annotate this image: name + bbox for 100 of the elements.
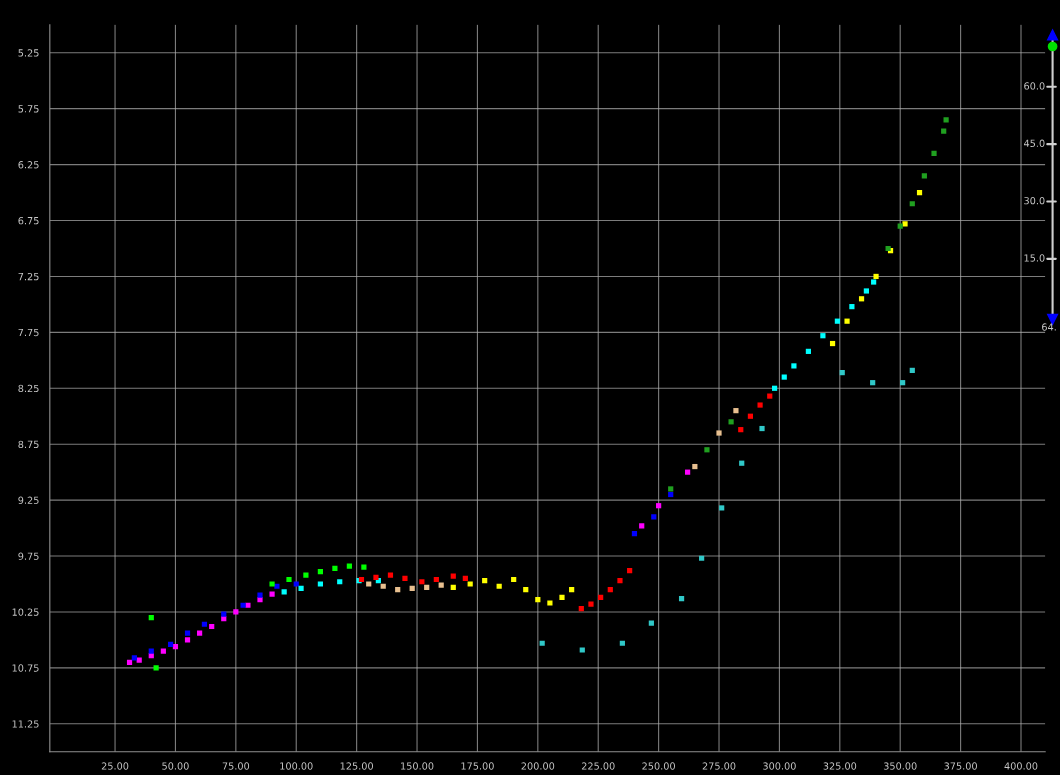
point: [733, 408, 739, 414]
x-tick-label: 250.00: [642, 762, 675, 770]
point: [820, 333, 826, 339]
point: [757, 402, 763, 408]
point: [160, 648, 166, 654]
point: [298, 585, 304, 592]
point: [496, 583, 502, 589]
x-tick-label: 275.00: [702, 762, 736, 770]
annotation: 30.0: [1024, 196, 1045, 205]
point: [578, 606, 584, 612]
point: [747, 413, 754, 419]
point: [849, 304, 855, 310]
point: [221, 611, 227, 617]
point: [184, 637, 191, 643]
y-tick-label: 5.75: [18, 105, 39, 113]
point: [617, 578, 623, 584]
y-tick-label: 10.25: [12, 608, 39, 616]
annotation: 64.: [1042, 323, 1056, 331]
point: [870, 380, 876, 386]
point: [648, 620, 654, 626]
point: [704, 447, 710, 453]
x-tick-label: 25.00: [101, 762, 129, 770]
point: [921, 173, 927, 179]
point: [153, 665, 159, 671]
point: [409, 585, 415, 592]
y-tick-label: 5.25: [18, 49, 39, 57]
point: [897, 223, 903, 229]
point: [197, 630, 203, 636]
point: [450, 573, 456, 579]
point: [943, 117, 949, 123]
point: [805, 348, 811, 354]
point: [293, 581, 299, 587]
point: [467, 581, 473, 587]
point: [728, 419, 734, 425]
point: [631, 531, 638, 537]
point: [902, 221, 908, 227]
point: [286, 576, 292, 583]
point: [873, 273, 879, 280]
point: [579, 647, 585, 653]
y-tick-label: 11.25: [12, 720, 39, 728]
point: [148, 614, 154, 621]
point: [373, 574, 379, 580]
y-tick-label: 7.25: [18, 272, 39, 281]
point: [916, 189, 923, 196]
point: [380, 583, 386, 589]
point: [900, 380, 906, 386]
point: [209, 623, 215, 630]
point: [668, 486, 674, 492]
point: [685, 469, 691, 475]
point: [361, 564, 367, 570]
point: [829, 340, 836, 347]
point: [588, 601, 594, 607]
x-tick-label: 225.00: [581, 762, 615, 770]
point: [269, 581, 275, 587]
point: [482, 578, 488, 584]
point: [547, 600, 553, 606]
point: [450, 584, 456, 590]
annotation: 45.0: [1023, 139, 1045, 147]
point: [168, 641, 174, 647]
point: [863, 288, 869, 294]
x-tick-label: 300.00: [763, 762, 796, 770]
point: [402, 575, 408, 581]
y-tick-label: 6.25: [18, 161, 39, 169]
y-tick-label: 9.25: [18, 496, 39, 504]
point: [148, 648, 154, 654]
point: [738, 427, 744, 433]
point: [759, 425, 765, 432]
point: [598, 594, 604, 601]
point: [909, 367, 915, 373]
y-tick-label: 9.75: [18, 552, 39, 560]
point: [619, 640, 625, 646]
point: [511, 576, 517, 583]
point: [668, 491, 674, 498]
point: [639, 523, 645, 529]
point: [269, 591, 275, 597]
point: [719, 505, 725, 511]
point: [419, 579, 425, 585]
point: [569, 586, 575, 593]
point: [337, 579, 343, 585]
point: [834, 318, 840, 324]
point: [240, 602, 246, 608]
point: [607, 586, 613, 593]
point: [839, 370, 845, 376]
x-tick-label: 100.00: [280, 762, 313, 770]
point: [438, 582, 444, 588]
point: [332, 565, 338, 571]
y-tick-label: 7.75: [18, 328, 39, 337]
point: [245, 602, 251, 608]
point: [559, 594, 565, 601]
point: [678, 595, 685, 602]
x-tick-label: 175.00: [461, 762, 494, 770]
y-tick-label: 10.75: [12, 664, 39, 672]
point: [462, 575, 468, 581]
y-tick-label: 8.25: [18, 384, 39, 393]
annotation: 15.0: [1024, 254, 1045, 262]
x-tick-label: 400.00: [1004, 762, 1038, 770]
point: [387, 572, 394, 578]
point: [791, 363, 797, 369]
point: [317, 581, 323, 587]
point: [656, 503, 662, 509]
